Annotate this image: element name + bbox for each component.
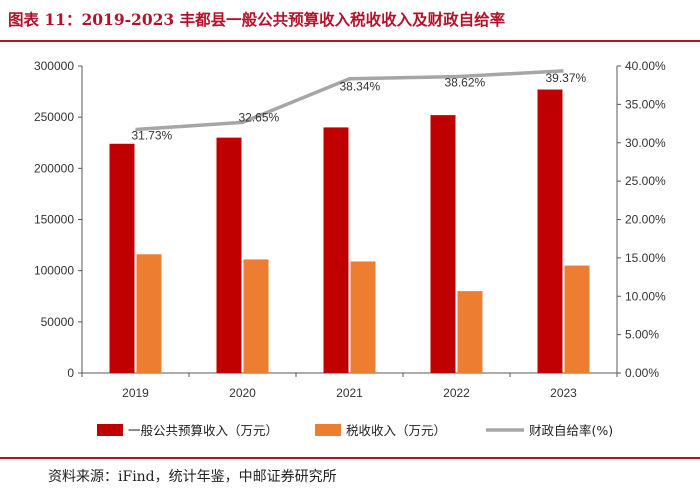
- x-axis-tick-label: 2019: [122, 386, 149, 400]
- legend-label: 税收收入（万元）: [346, 423, 446, 438]
- budget-revenue-bar: [216, 137, 242, 373]
- left-axis-tick-label: 100000: [34, 264, 74, 278]
- right-axis-tick-label: 20.00%: [625, 213, 666, 227]
- title-divider: [0, 40, 700, 42]
- tax-revenue-bar: [243, 259, 269, 373]
- rate-data-label: 38.62%: [445, 76, 486, 90]
- right-axis-tick-label: 0.00%: [625, 366, 659, 380]
- right-axis-tick-label: 10.00%: [625, 289, 666, 303]
- left-axis-tick-label: 150000: [34, 213, 74, 227]
- legend-swatch-tax-revenue: [315, 424, 341, 436]
- rate-data-label: 39.37%: [546, 71, 587, 85]
- budget-revenue-bar: [430, 115, 456, 374]
- left-axis-tick-label: 0: [67, 366, 74, 380]
- budget-revenue-bar: [537, 89, 563, 373]
- budget-revenue-bar: [323, 127, 349, 374]
- legend-label: 财政自给率(%): [529, 423, 613, 438]
- source-note: 资料来源：iFind，统计年鉴，中邮证券研究所: [48, 469, 337, 485]
- legend-label: 一般公共预算收入（万元）: [128, 423, 278, 438]
- x-axis-tick-label: 2023: [550, 386, 577, 400]
- right-axis-tick-label: 5.00%: [625, 328, 659, 342]
- rate-data-label: 38.34%: [340, 80, 381, 94]
- tax-revenue-bar: [350, 261, 376, 373]
- chart: 0 50000 100000 150000 200000 250000 300000 0.00…: [34, 59, 666, 438]
- right-axis-tick-label: 30.00%: [625, 136, 666, 150]
- plot-area: 0 50000 100000 150000 200000 250000 300000 0.00…: [34, 59, 666, 400]
- tax-revenue-bar: [564, 265, 590, 373]
- left-axis-tick-label: 50000: [41, 315, 75, 329]
- rate-data-label: 32.65%: [239, 110, 280, 124]
- x-axis-tick-label: 2020: [229, 386, 256, 400]
- rate-data-label: 31.73%: [132, 128, 173, 142]
- self-sufficiency-rate-line: [135, 69, 564, 132]
- right-axis-tick-label: 35.00%: [625, 97, 666, 111]
- budget-revenue-bar: [109, 143, 135, 373]
- right-axis-tick-label: 40.00%: [625, 59, 666, 73]
- x-axis-tick-label: 2022: [443, 386, 470, 400]
- right-axis-tick-label: 25.00%: [625, 174, 666, 188]
- left-axis-tick-label: 250000: [34, 110, 74, 124]
- source-divider: [0, 457, 700, 459]
- right-axis-tick-label: 15.00%: [625, 251, 666, 265]
- legend-swatch-budget-revenue: [97, 424, 123, 436]
- left-axis-tick-label: 200000: [34, 161, 74, 175]
- figure-title: 图表 11：2019-2023 丰都县一般公共预算收入税收收入及财政自给率: [8, 10, 506, 29]
- x-axis-tick-label: 2021: [336, 386, 363, 400]
- legend: 一般公共预算收入（万元） 税收收入（万元） 财政自给率(%): [97, 423, 613, 438]
- tax-revenue-bar: [457, 291, 483, 373]
- left-axis-tick-label: 300000: [34, 59, 74, 73]
- tax-revenue-bar: [136, 254, 162, 373]
